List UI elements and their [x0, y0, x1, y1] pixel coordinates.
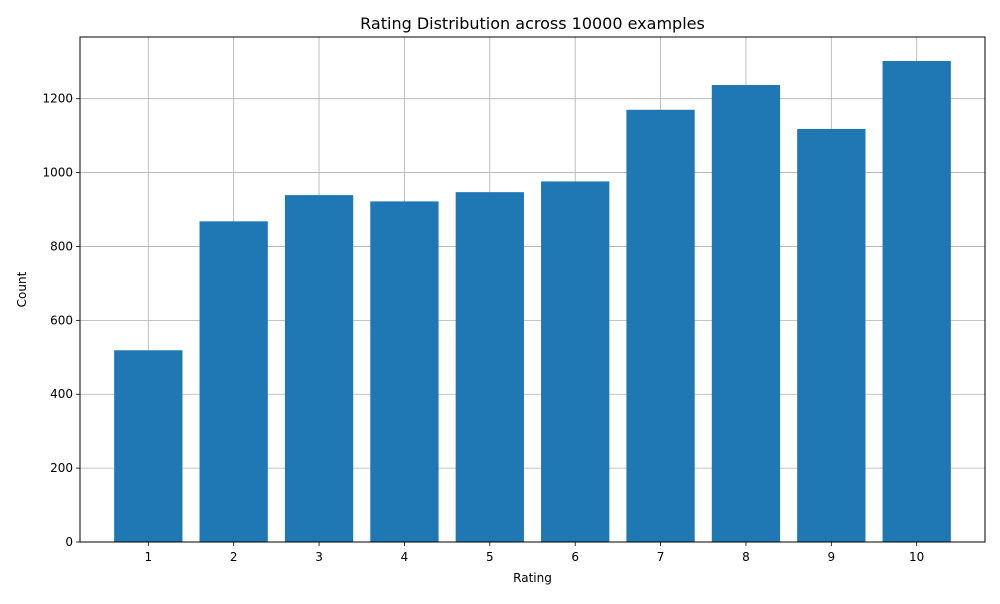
x-tick-label: 3 [315, 550, 323, 564]
x-tick-label: 8 [742, 550, 750, 564]
y-tick-label: 600 [50, 313, 73, 327]
x-tick-label: 7 [657, 550, 665, 564]
bar-1 [114, 350, 183, 542]
x-tick-label: 10 [909, 550, 924, 564]
x-tick-label: 2 [230, 550, 238, 564]
x-tick-label: 1 [144, 550, 152, 564]
y-tick-label: 1000 [42, 166, 73, 180]
bar-4 [370, 201, 439, 543]
bars-layer [114, 61, 951, 543]
x-tick-label: 9 [828, 550, 836, 564]
y-tick-label: 800 [50, 239, 73, 253]
bar-8 [711, 85, 781, 542]
bar-6 [541, 181, 610, 542]
y-tick-label: 1200 [42, 92, 73, 106]
ticks-layer: 0 200 400 600 800 1000 1200 1 2 3 4 5 6 7 8 9 10 [42, 92, 924, 564]
y-tick-label: 200 [50, 461, 73, 475]
y-axis-label: Count [15, 271, 29, 307]
bar-7 [626, 109, 695, 542]
y-tick-label: 0 [65, 535, 73, 549]
x-tick-label: 6 [571, 550, 579, 564]
bar-2 [199, 221, 268, 543]
chart-title: Rating Distribution across 10000 example… [360, 14, 705, 33]
x-axis-label: Rating [513, 571, 552, 585]
x-tick-label: 5 [486, 550, 494, 564]
bar-10 [882, 61, 951, 542]
bar-9 [797, 128, 866, 543]
bar-5 [455, 192, 524, 542]
plot-frame [79, 36, 986, 543]
x-tick-label: 4 [401, 550, 409, 564]
bar-3 [284, 195, 354, 542]
y-tick-label: 400 [50, 387, 73, 401]
